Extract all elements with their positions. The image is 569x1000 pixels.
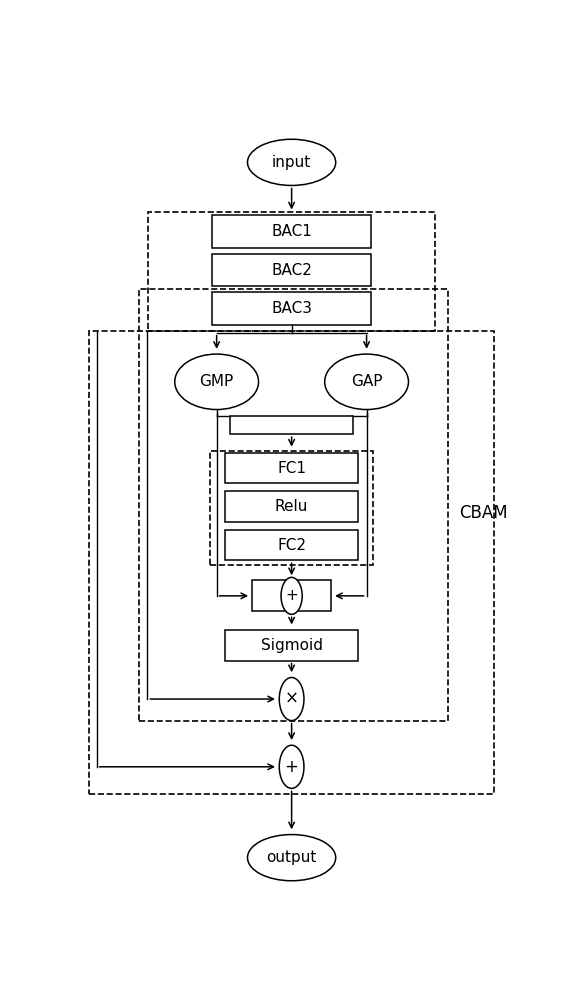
Bar xyxy=(252,580,331,611)
Bar xyxy=(225,530,358,560)
Text: BAC3: BAC3 xyxy=(271,301,312,316)
Bar xyxy=(225,630,358,661)
Bar xyxy=(212,292,371,325)
Bar xyxy=(230,416,353,434)
Text: BAC2: BAC2 xyxy=(271,263,312,278)
Text: GAP: GAP xyxy=(351,374,382,389)
Bar xyxy=(149,212,435,331)
Text: Sigmoid: Sigmoid xyxy=(261,638,323,653)
Text: CBAM: CBAM xyxy=(459,504,508,522)
Ellipse shape xyxy=(325,354,409,410)
Bar xyxy=(89,331,494,794)
Bar xyxy=(139,289,448,721)
Circle shape xyxy=(279,745,304,788)
Text: Relu: Relu xyxy=(275,499,308,514)
Text: input: input xyxy=(272,155,311,170)
Bar xyxy=(210,451,373,565)
Text: FC2: FC2 xyxy=(277,538,306,553)
Bar xyxy=(212,215,371,248)
Circle shape xyxy=(281,577,302,614)
Circle shape xyxy=(279,677,304,721)
Ellipse shape xyxy=(248,139,336,185)
Ellipse shape xyxy=(175,354,258,410)
Text: ×: × xyxy=(284,690,299,708)
Text: FC1: FC1 xyxy=(277,461,306,476)
Text: +: + xyxy=(285,588,298,603)
Bar xyxy=(225,453,358,483)
Text: +: + xyxy=(284,758,299,776)
Text: output: output xyxy=(266,850,317,865)
Text: GMP: GMP xyxy=(200,374,234,389)
Ellipse shape xyxy=(248,835,336,881)
Bar xyxy=(212,254,371,286)
Bar xyxy=(225,491,358,522)
Text: BAC1: BAC1 xyxy=(271,224,312,239)
